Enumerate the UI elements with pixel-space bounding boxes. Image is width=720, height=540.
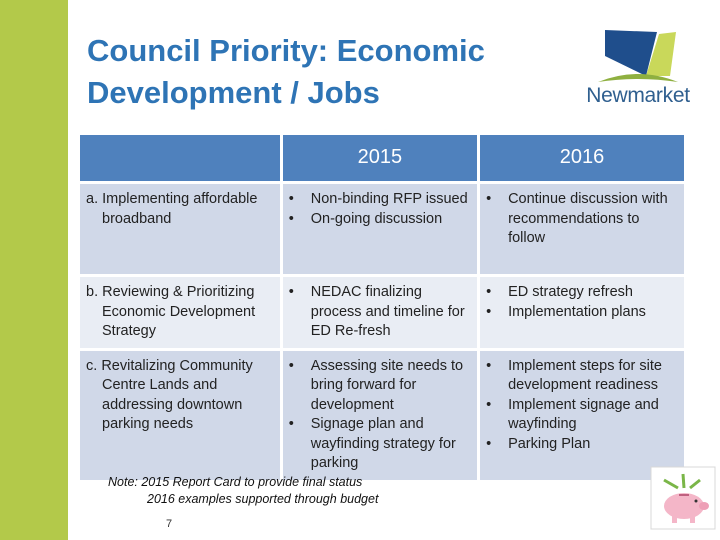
bullet-icon: •	[288, 357, 294, 374]
priority-table: 2015 2016 a. Implementing affordable bro…	[80, 135, 684, 480]
bullet-icon: •	[486, 396, 492, 413]
list-item: • On-going discussion	[287, 210, 473, 230]
row-prefix: c.	[86, 357, 98, 374]
cell-2016: • Continue discussion with recommendation…	[480, 181, 684, 274]
bullet-icon: •	[486, 303, 492, 320]
list-item: • Implementation plans	[484, 303, 680, 323]
row-label: c. Revitalizing Community Centre Lands a…	[86, 357, 276, 435]
row-label-text: Reviewing & Prioritizing Economic Develo…	[102, 284, 256, 339]
table-row: b. Reviewing & Prioritizing Economic Dev…	[80, 274, 684, 348]
list-item: • ED strategy refresh	[484, 283, 680, 303]
bullet-icon: •	[486, 357, 492, 374]
left-accent-bar	[0, 0, 68, 540]
list-item: • Parking Plan	[484, 435, 680, 455]
table-row: a. Implementing affordable broadband • No…	[80, 181, 684, 274]
table-row: c. Revitalizing Community Centre Lands a…	[80, 347, 684, 480]
list-item: • Implement steps for site development re…	[486, 357, 662, 394]
newmarket-logo-icon	[598, 30, 678, 82]
row-label-cell: a. Implementing affordable broadband	[80, 181, 283, 274]
list-item: • Non-binding RFP issued	[287, 190, 473, 210]
list-item: • Assessing site needs to bring forward f…	[288, 357, 464, 413]
header-blank	[80, 135, 283, 181]
bullet-icon: •	[486, 191, 492, 207]
piggy-bank-icon	[650, 466, 716, 530]
row-label: a. Implementing affordable broadband	[86, 190, 276, 229]
bullet-icon: •	[288, 191, 294, 207]
row-label-cell: c. Revitalizing Community Centre Lands a…	[80, 347, 283, 480]
header-2016: 2016	[480, 135, 684, 181]
cell-2015: • NEDAC finalizing process and timeline f…	[282, 274, 481, 348]
row-label-text: Revitalizing Community Centre Lands and …	[101, 357, 253, 433]
footnote-line-1: Note: 2015 Report Card to provide final …	[108, 475, 363, 489]
header-2015: 2015	[282, 135, 481, 181]
row-label-text: Implementing affordable broadband	[102, 191, 258, 227]
cell-2016: • ED strategy refresh • Implementation pla…	[480, 274, 684, 348]
cell-2015: • Assessing site needs to bring forward f…	[282, 347, 481, 480]
row-label-cell: b. Reviewing & Prioritizing Economic Dev…	[80, 274, 283, 348]
list-item: • Signage plan and wayfinding strategy fo…	[288, 416, 456, 471]
cell-2015: • Non-binding RFP issued • On-going discus…	[282, 181, 481, 274]
bullet-icon: •	[288, 284, 294, 300]
logo-text: Newmarket	[586, 84, 690, 107]
list-item: • NEDAC finalizing process and timeline f…	[288, 284, 465, 339]
slide-title: Council Priority: Economic Development /…	[87, 33, 485, 110]
page-number: 7	[166, 518, 173, 530]
bullet-icon: •	[288, 210, 294, 227]
cell-2016: • Implement steps for site development re…	[480, 347, 684, 480]
footnote: Note: 2015 Report Card to provide final …	[108, 474, 378, 508]
list-item: • Continue discussion with recommendation…	[486, 191, 668, 246]
footnote-line-2: 2016 examples supported through budget	[147, 492, 379, 506]
bullet-icon: •	[486, 435, 492, 452]
bullet-icon: •	[288, 416, 294, 432]
bullet-icon: •	[486, 284, 492, 300]
row-prefix: b.	[86, 284, 99, 300]
table-header-row: 2015 2016	[80, 135, 684, 181]
list-item: • Implement signage and wayfinding	[486, 396, 659, 433]
row-label: b. Reviewing & Prioritizing Economic Dev…	[86, 283, 276, 342]
row-prefix: a.	[86, 191, 99, 207]
